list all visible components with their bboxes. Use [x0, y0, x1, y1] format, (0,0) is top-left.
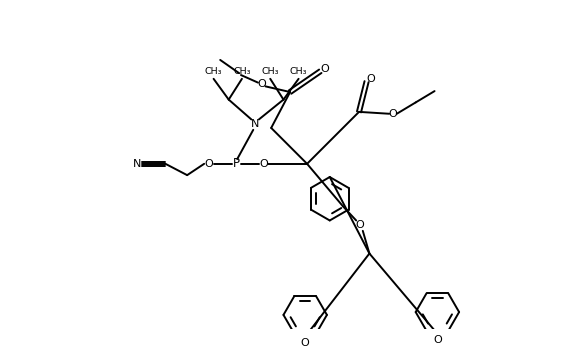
Text: O: O: [257, 79, 266, 90]
Text: CH₃: CH₃: [262, 67, 279, 76]
Text: CH₃: CH₃: [290, 67, 307, 76]
Text: O: O: [321, 65, 329, 74]
Text: O: O: [259, 159, 268, 169]
Text: O: O: [205, 159, 213, 169]
Text: N: N: [251, 119, 259, 129]
Text: O: O: [301, 338, 310, 347]
Text: CH₃: CH₃: [205, 67, 222, 76]
Text: O: O: [366, 74, 375, 84]
Text: N: N: [133, 159, 141, 169]
Text: O: O: [433, 336, 442, 345]
Text: P: P: [233, 157, 240, 170]
Text: O: O: [389, 109, 398, 119]
Text: O: O: [356, 220, 364, 230]
Text: CH₃: CH₃: [233, 67, 251, 76]
